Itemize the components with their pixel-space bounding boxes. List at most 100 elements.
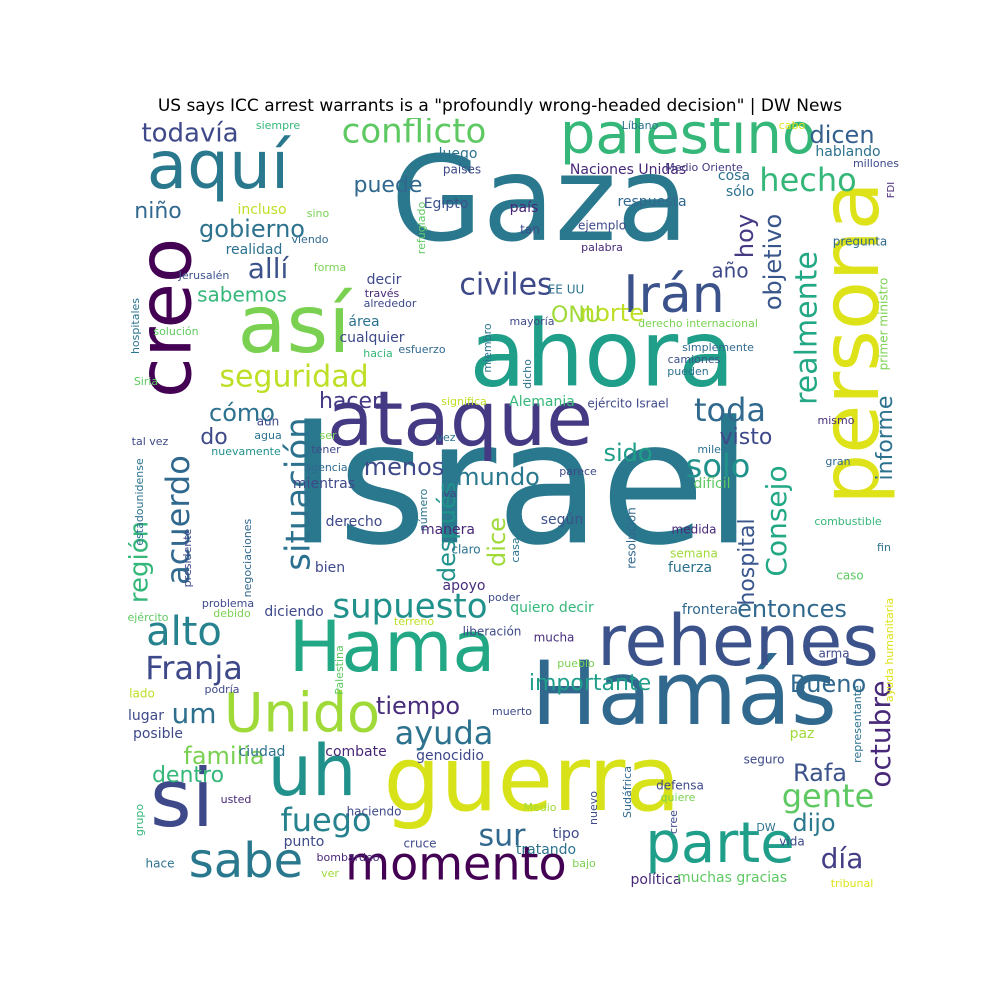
cloud-word: dijo xyxy=(792,809,835,837)
cloud-word: aquí xyxy=(147,127,292,204)
cloud-word: podría xyxy=(204,683,239,696)
cloud-word: tener xyxy=(311,443,341,456)
cloud-word: ejército Israel xyxy=(587,397,668,411)
cloud-word: mismo xyxy=(818,414,855,427)
cloud-word: niño xyxy=(134,199,181,224)
cloud-word: problema xyxy=(202,597,254,610)
cloud-word: simplemente xyxy=(682,341,754,354)
cloud-word: día xyxy=(821,842,864,875)
cloud-word: claro xyxy=(451,543,480,557)
cloud-word: miles xyxy=(697,443,727,456)
cloud-word: dice xyxy=(483,517,511,567)
cloud-word: paz xyxy=(790,726,815,742)
cloud-word: do xyxy=(200,425,227,450)
cloud-word: punto xyxy=(284,834,325,850)
cloud-word: presidente xyxy=(181,528,194,587)
cloud-word: cabo xyxy=(779,119,806,132)
cloud-word: forma xyxy=(314,261,346,274)
cloud-word: diciendo xyxy=(264,604,323,620)
cloud-word: seguridad xyxy=(219,360,368,395)
cloud-word: ONU xyxy=(551,303,601,328)
cloud-word: cree xyxy=(667,810,680,834)
cloud-word: tratando xyxy=(516,842,576,858)
cloud-word: frontera xyxy=(682,602,738,618)
cloud-word: mayoría xyxy=(509,315,554,328)
cloud-word: pueden xyxy=(667,365,708,378)
cloud-word: pueblo xyxy=(557,657,595,670)
cloud-word: palabra xyxy=(581,241,623,254)
cloud-word: ciudad xyxy=(239,744,286,760)
cloud-word: Bueno xyxy=(790,670,866,698)
cloud-word: tal vez xyxy=(132,435,169,448)
cloud-word: semana xyxy=(670,547,718,561)
cloud-word: sólo xyxy=(726,184,754,200)
cloud-word: Hama xyxy=(289,606,496,688)
cloud-word: derecho xyxy=(326,514,383,530)
cloud-word: apoyo xyxy=(443,578,486,594)
cloud-word: tan xyxy=(520,223,540,237)
cloud-word: después xyxy=(433,482,461,582)
cloud-word: vez xyxy=(436,431,455,444)
cloud-word: situación xyxy=(279,417,319,570)
cloud-word: posible xyxy=(133,726,183,742)
cloud-word: ataque xyxy=(327,374,593,463)
cloud-word: refugiado xyxy=(415,202,428,255)
cloud-word: acuerdo xyxy=(159,455,197,585)
cloud-word: hacia xyxy=(363,347,393,360)
cloud-word: hospital xyxy=(735,518,760,605)
cloud-word: país xyxy=(510,200,539,216)
cloud-word: debido xyxy=(213,607,251,620)
cloud-word: bombardeo xyxy=(317,851,380,864)
cloud-word: tribunal xyxy=(831,877,874,890)
cloud-word: respuesta xyxy=(617,194,686,210)
cloud-word: uh xyxy=(268,730,357,812)
cloud-word: terreno xyxy=(394,615,434,628)
cloud-word: Gaza xyxy=(391,130,689,268)
cloud-word: visto xyxy=(720,425,773,450)
cloud-word: alrededor xyxy=(364,297,417,310)
cloud-word: entonces xyxy=(737,595,847,623)
cloud-word: seguro xyxy=(744,753,785,767)
cloud-word: solución xyxy=(153,325,198,338)
cloud-word: agencia xyxy=(304,461,347,474)
cloud-word: significa xyxy=(441,395,487,408)
cloud-word: política xyxy=(631,872,682,888)
cloud-word: Medio xyxy=(523,801,556,814)
cloud-word: DW xyxy=(756,821,775,834)
cloud-word: mucha xyxy=(534,631,575,645)
cloud-word: liberación xyxy=(463,625,522,639)
figure-title: US says ICC arrest warrants is a "profou… xyxy=(157,96,843,116)
cloud-word: incluso xyxy=(237,202,286,218)
cloud-word: hospitales xyxy=(129,298,142,354)
cloud-word: fuego xyxy=(280,801,371,839)
cloud-word: palestino xyxy=(560,118,816,167)
cloud-word: Sudáfrica xyxy=(621,766,634,818)
cloud-word: cualquier xyxy=(339,330,404,346)
cloud-word: difícil xyxy=(693,476,730,492)
cloud-word: Naciones Unidas xyxy=(570,162,686,178)
cloud-word: estadounidense xyxy=(133,458,146,546)
cloud-word: civiles xyxy=(459,268,552,303)
cloud-word: tiempo xyxy=(376,692,460,720)
cloud-word: hace xyxy=(146,857,175,871)
cloud-word: ejército xyxy=(128,611,169,624)
cloud-word: gente xyxy=(782,777,875,815)
cloud-word: importante xyxy=(529,671,651,696)
cloud-word: vida xyxy=(779,835,804,849)
cloud-word: momento xyxy=(345,837,566,891)
cloud-word: cosa xyxy=(718,168,750,184)
cloud-word: Alemania xyxy=(509,394,575,410)
cloud-word: camiones xyxy=(668,353,721,366)
cloud-word: decir xyxy=(367,272,402,288)
cloud-word: millones xyxy=(853,157,899,170)
cloud-word: gran xyxy=(825,455,850,468)
cloud-word: octubre xyxy=(864,680,897,787)
cloud-word: Hamás xyxy=(531,642,837,745)
cloud-word: siempre xyxy=(256,119,301,132)
cloud-word: cómo xyxy=(209,399,275,427)
cloud-word: resolución xyxy=(625,507,639,568)
cloud-word: dentro xyxy=(152,763,224,788)
cloud-word: lugar xyxy=(128,708,164,724)
cloud-word: alto xyxy=(146,609,222,655)
